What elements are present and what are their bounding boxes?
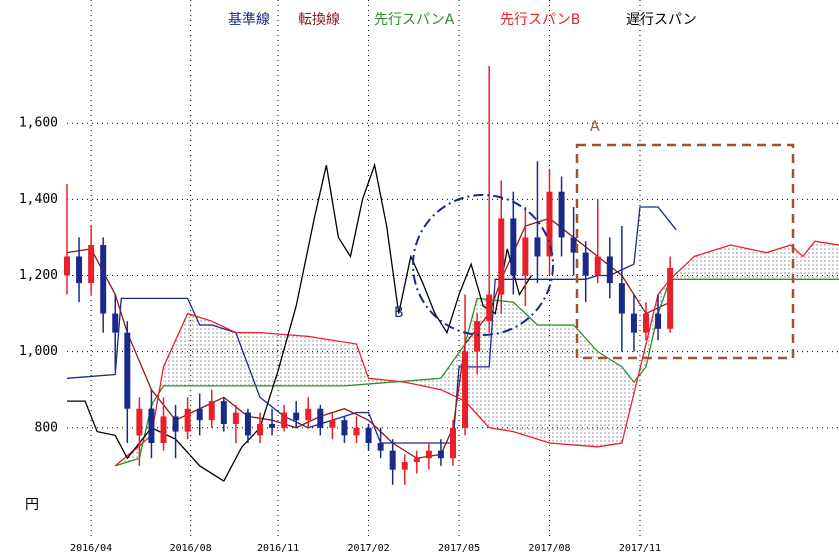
candle-body xyxy=(353,427,360,436)
candle-body xyxy=(317,408,324,428)
candle-body xyxy=(88,245,95,284)
candle-body xyxy=(667,267,674,329)
candle-body xyxy=(136,408,143,436)
annotation-box xyxy=(575,143,795,360)
candle-body xyxy=(64,256,70,276)
candle-body xyxy=(486,294,493,322)
candle-body xyxy=(269,423,276,428)
candle-body xyxy=(630,313,637,333)
candle-body xyxy=(100,245,107,314)
y-tick-label: 1,400 xyxy=(19,192,58,207)
x-tick-label: 2016/08 xyxy=(170,543,212,554)
candle-body xyxy=(365,427,372,444)
x-tick-label: 2017/02 xyxy=(347,543,389,554)
x-tick-label: 2016/11 xyxy=(257,543,299,554)
line xyxy=(114,240,839,467)
legend-entry: 先行スパンA xyxy=(374,12,455,28)
candle-body xyxy=(582,252,589,276)
candle-body xyxy=(208,401,215,421)
candle-body xyxy=(462,351,469,428)
candle-body xyxy=(76,256,83,284)
candle-body xyxy=(450,427,456,459)
candle-body xyxy=(124,332,131,409)
line xyxy=(66,206,677,444)
candle-body xyxy=(184,408,191,432)
candle-body xyxy=(498,218,505,295)
x-tick-label: 2016/04 xyxy=(70,543,112,554)
legend-entry: 転換線 xyxy=(298,12,340,28)
candle-body xyxy=(570,237,577,253)
candle-body xyxy=(232,412,239,424)
annotation-label: B xyxy=(394,305,404,321)
candle-body xyxy=(655,313,662,329)
candle-body xyxy=(510,218,517,276)
candle-body xyxy=(606,256,613,284)
x-tick-label: 2017/11 xyxy=(619,543,661,554)
candle-body xyxy=(148,408,155,444)
legend-entry: 基準線 xyxy=(228,11,270,28)
candle-body xyxy=(281,412,288,428)
candle-body xyxy=(401,462,408,470)
candle-body xyxy=(425,450,432,459)
candle-body xyxy=(293,412,300,421)
x-tick-label: 2017/05 xyxy=(438,543,480,554)
candle-body xyxy=(112,313,119,333)
candle-body xyxy=(558,191,565,238)
candle-body xyxy=(329,420,336,428)
candle-body xyxy=(522,237,529,276)
candle-body xyxy=(389,450,396,470)
candle-body xyxy=(172,416,179,432)
candle-body xyxy=(413,458,420,463)
y-tick-label: 1,200 xyxy=(19,268,58,283)
candle-body xyxy=(244,412,251,436)
candle-body xyxy=(220,401,227,424)
candle-body xyxy=(305,408,312,421)
annotation-label: A xyxy=(590,119,600,135)
candle-body xyxy=(643,313,649,333)
line xyxy=(115,278,839,467)
line xyxy=(67,162,532,483)
y-tick-label: 1,000 xyxy=(19,344,58,359)
candle-body xyxy=(196,408,203,421)
x-tick-label: 2017/08 xyxy=(528,543,570,554)
candle-body xyxy=(474,321,481,352)
candle-body xyxy=(618,283,625,314)
candle-body xyxy=(377,443,384,451)
y-unit-label: 円 xyxy=(25,497,39,513)
candle-body xyxy=(546,191,553,257)
y-tick-label: 800 xyxy=(35,420,58,435)
candle-body xyxy=(160,416,167,444)
legend-entry: 遅行スパン xyxy=(626,12,697,28)
candle-body xyxy=(257,423,263,436)
candle-body xyxy=(594,256,601,276)
candle-body xyxy=(534,237,541,257)
legend-entry: 先行スパンB xyxy=(500,12,580,28)
candle-body xyxy=(437,450,444,459)
y-tick-label: 1,600 xyxy=(19,116,58,131)
annotation-circle xyxy=(412,194,554,336)
candle-body xyxy=(341,420,348,436)
